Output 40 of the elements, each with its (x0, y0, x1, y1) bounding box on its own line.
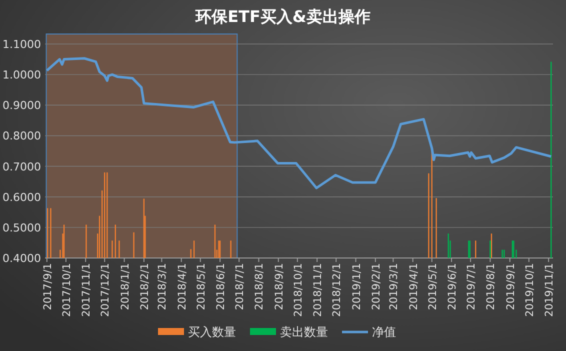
x-tick-label: 2018/2/1 (138, 263, 151, 310)
x-tick-label: 2019/6/1 (446, 263, 459, 310)
y-tick-label: 0.4000 (2, 252, 41, 265)
x-tick-label: 2019/4/1 (408, 263, 420, 310)
line-series (46, 57, 552, 190)
x-tick-label: 2018/3/1 (156, 263, 169, 310)
x-tick-label: 2019/2/1 (370, 263, 382, 310)
x-tick-label: 2018/4/1 (176, 263, 188, 310)
x-tick-label: 2018/1/1 (119, 263, 132, 310)
y-tick-label: 0.5000 (2, 221, 41, 234)
x-tick-label: 2019/10/1 (524, 263, 536, 317)
legend-label: 净值 (372, 325, 396, 339)
x-tick-label: 2018/9/1 (273, 263, 286, 310)
y-tick-label: 1.1000 (2, 38, 41, 51)
y-tick-label: 0.7000 (2, 160, 41, 174)
x-tick-label: 2018/6/1 (215, 263, 228, 310)
x-tick-label: 2019/7/1 (466, 263, 478, 310)
x-tick-label: 2018/5/1 (195, 263, 208, 310)
x-tick-label: 2017/12/1 (100, 263, 112, 317)
y-tick-label: 0.9000 (2, 99, 41, 112)
x-tick-label: 2019/11/1 (544, 263, 556, 317)
x-tick-label: 2019/9/1 (504, 263, 517, 310)
x-tick-label: 2019/5/1 (426, 263, 439, 310)
x-tick-label: 2018/10/1 (292, 263, 304, 317)
x-tick-label: 2018/8/1 (254, 263, 266, 310)
legend-label: 买入数量 (188, 325, 236, 339)
chart-title: 环保ETF买入&卖出操作 (194, 7, 370, 26)
x-tick-label: 2017/10/1 (60, 263, 73, 317)
x-tick-label: 2017/11/1 (80, 263, 93, 317)
x-tick-label: 2019/3/1 (388, 263, 400, 310)
y-tick-label: 0.8000 (2, 130, 41, 143)
x-tick-label: 2018/11/1 (312, 263, 324, 317)
y-tick-label: 1.0000 (2, 68, 41, 82)
x-tick-label: 2017/9/1 (42, 263, 54, 310)
y-tick-label: 0.6000 (2, 190, 41, 204)
legend-label: 卖出数量 (280, 325, 328, 339)
x-tick-label: 2018/7/1 (234, 263, 246, 310)
x-tick-label: 2019/1/1 (350, 263, 363, 310)
x-tick-label: 2018/12/1 (331, 263, 344, 317)
x-tick-label: 2019/8/1 (485, 263, 498, 310)
